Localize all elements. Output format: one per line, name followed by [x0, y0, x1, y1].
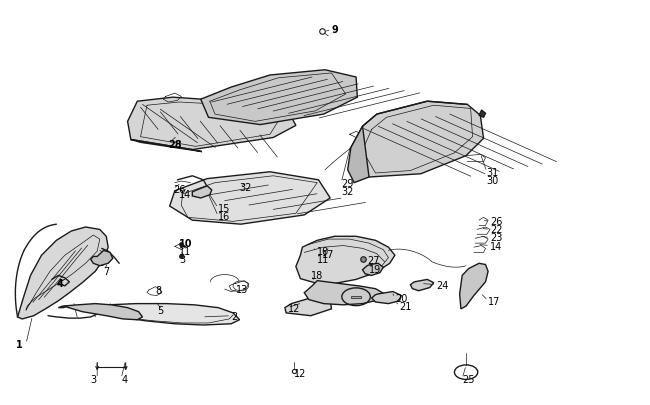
- Polygon shape: [58, 304, 142, 320]
- Text: 28: 28: [168, 139, 182, 149]
- Polygon shape: [127, 98, 296, 150]
- Text: 14: 14: [490, 241, 502, 251]
- Polygon shape: [460, 264, 488, 309]
- Polygon shape: [170, 173, 330, 225]
- Text: 18: 18: [311, 271, 323, 281]
- Text: 30: 30: [487, 175, 499, 185]
- Text: 10: 10: [179, 239, 193, 249]
- Polygon shape: [18, 228, 108, 319]
- Polygon shape: [201, 70, 358, 125]
- Polygon shape: [351, 296, 361, 298]
- Polygon shape: [91, 251, 112, 266]
- Polygon shape: [296, 237, 395, 284]
- Polygon shape: [348, 127, 369, 183]
- Text: 24: 24: [436, 280, 448, 290]
- Text: 12: 12: [294, 369, 306, 378]
- Text: 17: 17: [322, 249, 334, 259]
- Text: 12: 12: [287, 303, 300, 313]
- Text: 5: 5: [157, 305, 163, 315]
- Text: 7: 7: [103, 266, 110, 276]
- Polygon shape: [304, 281, 385, 305]
- Text: 14: 14: [179, 190, 192, 199]
- Text: 20: 20: [395, 293, 408, 303]
- Polygon shape: [410, 280, 434, 291]
- Text: 4: 4: [57, 279, 63, 289]
- Text: 8: 8: [155, 285, 162, 295]
- Text: 29: 29: [341, 178, 354, 188]
- Text: 13: 13: [236, 284, 248, 294]
- Text: 15: 15: [218, 204, 231, 213]
- Text: 21: 21: [400, 301, 412, 311]
- Text: 31: 31: [487, 167, 499, 177]
- Text: 26: 26: [173, 185, 185, 195]
- Polygon shape: [363, 264, 384, 276]
- Polygon shape: [285, 296, 332, 316]
- Polygon shape: [86, 304, 240, 325]
- Text: 4: 4: [121, 374, 127, 384]
- Text: 22: 22: [490, 225, 502, 235]
- Text: 11: 11: [317, 255, 330, 264]
- Text: 11: 11: [179, 247, 192, 256]
- Text: 3: 3: [179, 255, 185, 264]
- Text: 10: 10: [317, 247, 330, 256]
- Text: 32: 32: [341, 186, 354, 196]
- Polygon shape: [351, 102, 484, 177]
- Text: 27: 27: [367, 256, 380, 266]
- Text: 16: 16: [218, 211, 231, 222]
- Text: 25: 25: [462, 374, 474, 384]
- Text: 1: 1: [16, 339, 22, 349]
- Text: 3: 3: [91, 374, 97, 384]
- Text: 17: 17: [488, 296, 500, 306]
- Text: 26: 26: [490, 217, 502, 227]
- Polygon shape: [192, 186, 212, 198]
- Text: 19: 19: [369, 264, 382, 274]
- Polygon shape: [479, 111, 486, 118]
- Text: 9: 9: [332, 26, 338, 35]
- Polygon shape: [131, 140, 202, 152]
- Text: 32: 32: [240, 182, 252, 192]
- Text: 6: 6: [98, 257, 104, 267]
- Text: 2: 2: [231, 311, 237, 321]
- Polygon shape: [372, 292, 401, 304]
- Text: 23: 23: [490, 233, 502, 243]
